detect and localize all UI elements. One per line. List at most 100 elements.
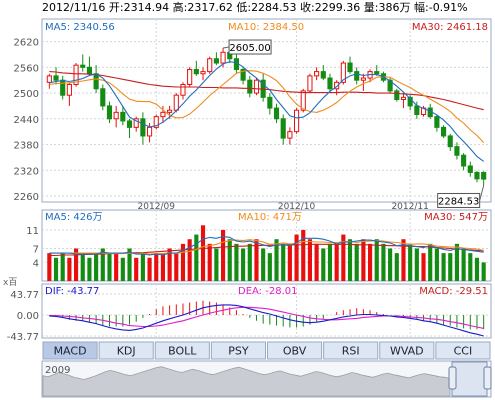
quote-header: 2012/11/16 开:2314.94 高:2317.62 低:2284.53… [42,0,468,14]
price-xtick-label: 2012/09 [138,202,176,212]
price-ytick-label: 2320 [14,166,39,177]
volume-bar-down [80,253,85,281]
price-ma5-line [49,61,485,162]
legends: MA5: 2340.56 MA10: 2384.50 MA30: 2461.18 MA… [45,22,488,297]
volume-bar-down [267,253,272,281]
tab-wvad[interactable]: WVAD [379,341,435,360]
volume-bar-down [481,262,486,281]
candle-down [53,75,59,81]
price-xtick-label: 2012/11 [391,202,428,212]
macd-unit-label: x百 [3,277,17,288]
candle-down [481,171,487,180]
candle-up [360,77,366,81]
price-xtick-label: 2012/10 [278,202,316,212]
candle-down [60,79,66,96]
volume-bar-down [474,257,480,281]
tab-background [379,341,435,360]
navigator[interactable]: 2009 [41,360,492,398]
header-date: 2012/11/16 [42,1,105,14]
volume-bar-up [180,243,186,281]
tab-background [323,341,379,360]
candle-down [140,118,146,137]
volume-bar-down [454,243,460,281]
candle-down [280,118,286,139]
candle-up [187,68,193,85]
header-vol-value: 386万 [379,1,411,14]
volume-bar-down [107,253,112,281]
candle-down [273,107,280,120]
header-chg-value: -0.91% [429,1,468,14]
tab-cci[interactable]: CCI [435,341,491,360]
volume-legend-ma30: MA30: 547万 [424,212,488,223]
annotation-leader [222,46,230,49]
candle-down [447,135,453,148]
header-vol-label: 量: [364,1,379,14]
macd-ytick-label: -43.77 [7,332,39,343]
volume-legend-ma5: MA5: 426万 [45,212,102,223]
candle-up [167,109,173,113]
tab-label: PSY [228,345,249,358]
volume-bar-down [321,248,326,281]
candle-down [327,77,333,90]
header-close-label: 收: [300,0,315,14]
candle-down [193,68,199,75]
candle-down [414,105,420,115]
candle-up [66,83,72,96]
volume-bar-up [314,243,319,281]
volume-bar-up [134,257,139,281]
candle-up [200,71,206,75]
price-ytick-label: 2560 [14,63,39,74]
volume-bar-down [94,253,99,281]
volume-bar-down [234,243,239,281]
tab-label: KDJ [117,345,136,358]
tab-label: OBV [283,345,307,358]
tab-rsi[interactable]: RSI [323,341,379,360]
candle-up [160,111,166,118]
volume-bar-up [421,253,426,281]
annotation-box [437,192,481,208]
navigator-area-path [42,366,451,397]
candle-down [347,62,353,73]
volume-bar-up [401,239,406,281]
header-high-label: 高: [173,0,188,14]
price-ytick-label: 2500 [14,89,39,100]
tab-background [210,341,266,360]
navigator-left-handle[interactable] [448,366,457,390]
tab-label: WVAD [390,345,424,358]
price-legend-ma10: MA10: 2384.50 [228,22,304,33]
candle-down [247,79,253,94]
price-ma30-line [49,71,484,111]
volume-bar-down [127,248,132,281]
candle-up [220,51,226,64]
navigator-selection[interactable] [451,361,488,397]
price-ytick-label: 2380 [14,141,39,152]
volume-bar-up [154,253,159,281]
macd-dea-line [49,306,484,329]
volume-bar-down [347,239,353,281]
volume-bar-up [301,229,306,281]
tab-kdj[interactable]: KDJ [98,341,154,360]
header-chg-label: 幅: [414,1,429,14]
volume-bar-up [147,257,152,281]
tab-psy[interactable]: PSY [210,341,266,360]
header-open-label: 开: [109,1,124,14]
volume-bar-up [341,234,346,281]
volume-bar-down [140,253,145,281]
candle-up [73,64,79,85]
volume-bar-up [367,243,373,281]
header-low-label: 低: [236,1,251,14]
volume-bar-down [388,248,393,281]
navigator-right-handle[interactable] [483,366,492,390]
tab-background [267,341,323,360]
volume-bar-down [428,243,433,281]
candle-up [180,83,186,96]
volume-bar-down [100,248,105,281]
tab-macd[interactable]: MACD [42,341,98,360]
tab-boll[interactable]: BOLL [154,341,210,360]
tab-obv[interactable]: OBV [267,341,323,360]
candle-up [153,116,159,128]
volume-bar-down [120,257,125,281]
macd-legend-macd: MACD: -29.51 [419,286,488,297]
price-legend-ma30: MA30: 2461.18 [412,22,488,33]
candle-up [307,75,313,92]
